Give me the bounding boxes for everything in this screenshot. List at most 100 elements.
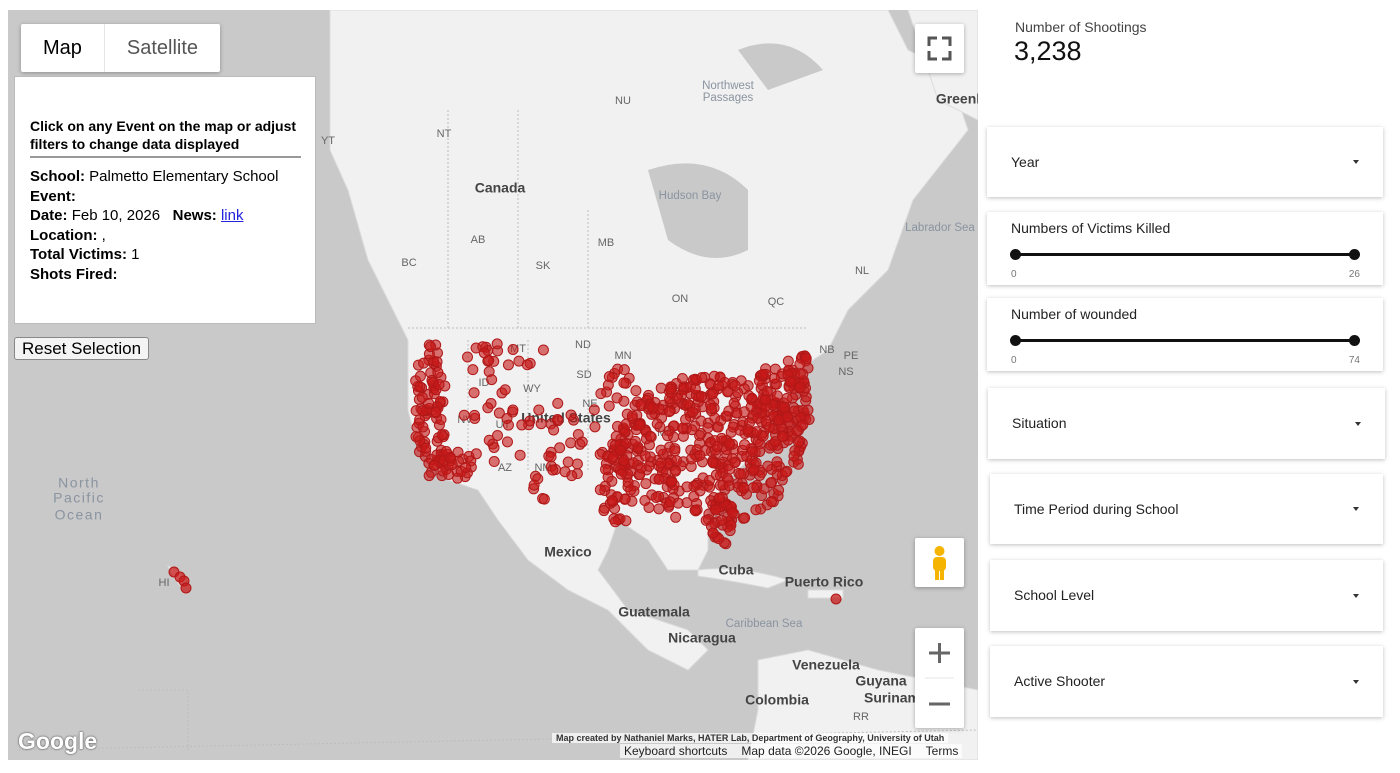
event-marker[interactable] — [609, 516, 621, 528]
event-marker[interactable] — [792, 458, 804, 470]
event-marker[interactable] — [745, 401, 757, 413]
satellite-tab[interactable]: Satellite — [126, 37, 199, 59]
event-marker[interactable] — [685, 453, 697, 465]
event-marker[interactable] — [768, 372, 780, 384]
event-marker[interactable] — [458, 409, 470, 421]
event-marker[interactable] — [618, 377, 630, 389]
event-marker[interactable] — [762, 460, 774, 472]
event-marker[interactable] — [618, 364, 630, 376]
filter-card[interactable]: Number of wounded 0 74 — [987, 298, 1383, 371]
event-marker[interactable] — [634, 419, 646, 431]
event-marker[interactable] — [611, 392, 623, 404]
filter-card[interactable]: Active Shooter — [990, 646, 1383, 717]
event-marker[interactable] — [470, 448, 482, 460]
event-marker[interactable] — [766, 476, 778, 488]
event-marker[interactable] — [602, 379, 614, 391]
event-marker[interactable] — [626, 410, 638, 422]
event-marker[interactable] — [482, 402, 494, 414]
event-marker[interactable] — [696, 372, 708, 384]
event-marker[interactable] — [565, 409, 577, 421]
event-marker[interactable] — [436, 429, 448, 441]
event-marker[interactable] — [467, 364, 479, 376]
event-marker[interactable] — [600, 463, 612, 475]
event-marker[interactable] — [714, 492, 726, 504]
event-marker[interactable] — [716, 514, 728, 526]
event-marker[interactable] — [486, 374, 498, 386]
event-marker[interactable] — [689, 504, 701, 516]
event-marker[interactable] — [647, 402, 659, 414]
event-marker[interactable] — [681, 481, 693, 493]
event-marker[interactable] — [742, 424, 754, 436]
event-marker[interactable] — [443, 468, 455, 480]
event-marker[interactable] — [594, 484, 606, 496]
filter-card[interactable]: Year — [987, 127, 1383, 197]
event-marker[interactable] — [414, 370, 426, 382]
reset-button[interactable]: Reset Selection — [14, 337, 150, 360]
event-marker[interactable] — [629, 435, 641, 447]
filter-card[interactable]: Situation — [988, 388, 1385, 459]
event-marker[interactable] — [729, 380, 741, 392]
event-marker[interactable] — [791, 425, 803, 437]
event-marker[interactable] — [651, 418, 663, 430]
filter-card[interactable]: School Level — [990, 560, 1383, 631]
event-marker[interactable] — [619, 493, 631, 505]
event-marker[interactable] — [702, 422, 714, 434]
event-marker[interactable] — [644, 430, 656, 442]
event-marker[interactable] — [671, 455, 683, 467]
event-marker[interactable] — [665, 383, 677, 395]
event-marker[interactable] — [710, 504, 722, 516]
event-marker[interactable] — [491, 338, 503, 350]
event-marker[interactable] — [780, 466, 792, 478]
event-marker[interactable] — [707, 457, 719, 469]
event-marker[interactable] — [414, 381, 426, 393]
event-marker[interactable] — [417, 421, 429, 433]
event-marker[interactable] — [726, 507, 738, 519]
event-marker[interactable] — [758, 483, 770, 495]
event-marker[interactable] — [703, 474, 715, 486]
event-marker[interactable] — [655, 457, 667, 469]
event-marker[interactable] — [615, 468, 627, 480]
event-marker[interactable] — [782, 355, 794, 367]
event-marker[interactable] — [493, 407, 505, 419]
event-marker[interactable] — [687, 406, 699, 418]
event-marker[interactable] — [559, 466, 571, 478]
event-marker[interactable] — [630, 385, 642, 397]
event-marker[interactable] — [695, 390, 707, 402]
event-marker[interactable] — [664, 496, 676, 508]
filter-card[interactable]: Numbers of Victims Killed 0 26 — [987, 212, 1383, 285]
event-marker[interactable] — [589, 421, 601, 433]
event-marker[interactable] — [669, 445, 681, 457]
pegman[interactable] — [915, 538, 964, 587]
event-marker[interactable] — [502, 359, 514, 371]
event-marker[interactable] — [535, 418, 547, 430]
event-marker[interactable] — [468, 387, 480, 399]
event-marker[interactable] — [462, 351, 474, 363]
event-marker[interactable] — [554, 442, 566, 454]
fullscreen-button[interactable] — [915, 24, 964, 73]
event-marker[interactable] — [416, 391, 428, 403]
event-marker[interactable] — [760, 415, 772, 427]
footer-link[interactable]: Terms — [925, 744, 959, 758]
event-marker[interactable] — [551, 413, 563, 425]
event-marker[interactable] — [640, 478, 652, 490]
event-marker[interactable] — [688, 490, 700, 502]
event-marker[interactable] — [595, 388, 607, 400]
event-marker[interactable] — [785, 375, 797, 387]
event-marker[interactable] — [713, 380, 725, 392]
event-marker[interactable] — [706, 388, 718, 400]
event-marker[interactable] — [722, 386, 734, 398]
event-marker[interactable] — [707, 527, 719, 539]
event-marker[interactable] — [689, 383, 701, 395]
event-marker[interactable] — [618, 455, 630, 467]
event-marker[interactable] — [709, 412, 721, 424]
event-marker[interactable] — [607, 451, 619, 463]
event-marker[interactable] — [655, 444, 667, 456]
event-marker[interactable] — [469, 409, 481, 421]
event-marker[interactable] — [750, 504, 762, 516]
event-marker[interactable] — [514, 449, 526, 461]
event-marker[interactable] — [676, 422, 688, 434]
event-marker[interactable] — [760, 394, 772, 406]
event-marker[interactable] — [723, 437, 735, 449]
slider-handle[interactable] — [1010, 249, 1021, 260]
event-marker[interactable] — [729, 457, 741, 469]
